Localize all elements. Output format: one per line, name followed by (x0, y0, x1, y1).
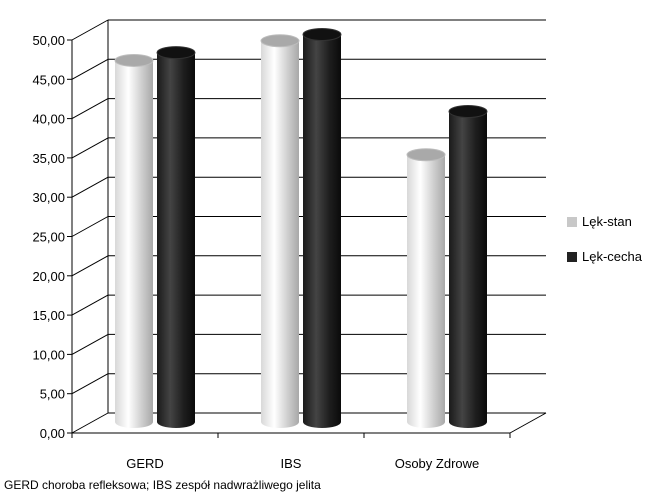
bar-lek-cecha-0 (156, 46, 196, 428)
bar-top (156, 46, 196, 60)
y-tick-label: 20,00 (32, 269, 65, 284)
bar-body (115, 60, 153, 428)
x-axis-categories: GERD IBS Osoby Zdrowe (71, 433, 511, 471)
bar-top (302, 28, 342, 42)
bar-lek-cecha-2 (448, 105, 488, 428)
bar-lek-stan-1 (260, 34, 300, 428)
gridline-diagonal (71, 58, 109, 80)
y-tick-label: 15,00 (32, 308, 65, 323)
gridline-diagonal (71, 255, 109, 277)
y-tick-label: 30,00 (32, 190, 65, 205)
bar-top (260, 34, 300, 48)
gridline-diagonal (71, 373, 109, 395)
x-category-label: IBS (281, 456, 302, 471)
y-tick-label: 0,00 (40, 426, 65, 441)
legend-label: Lęk-cecha (582, 249, 643, 264)
legend-swatch (567, 217, 577, 227)
bar-body (449, 111, 487, 428)
legend-label: Lęk-stan (582, 214, 632, 229)
bar-lek-stan-0 (114, 53, 154, 428)
bar-body (261, 40, 299, 428)
bar-lek-cecha-1 (302, 28, 342, 428)
footnote: GERD choroba refleksowa; IBS zespół nadw… (4, 478, 321, 492)
bar-body (157, 52, 195, 428)
gridline-diagonal (71, 98, 109, 120)
bar-top (448, 105, 488, 119)
bar-body (407, 154, 445, 428)
legend: Lęk-stan Lęk-cecha (567, 214, 643, 264)
gridline-diagonal (71, 176, 109, 198)
gridline-diagonal (71, 294, 109, 316)
y-tick-label: 10,00 (32, 347, 65, 362)
gridline-diagonal (71, 412, 109, 434)
legend-swatch (567, 252, 577, 262)
gridline-diagonal (71, 19, 109, 41)
bar-top (114, 53, 154, 67)
gridline-diagonal (71, 333, 109, 355)
y-tick-label: 50,00 (32, 33, 65, 48)
y-axis-ticks: 0,00 5,00 10,00 15,00 20,00 25,00 30,00 35,00 40… (32, 33, 72, 441)
gridline-diagonal (71, 137, 109, 159)
y-tick-label: 5,00 (40, 387, 65, 402)
y-tick-label: 40,00 (32, 112, 65, 127)
x-category-label: Osoby Zdrowe (395, 456, 480, 471)
bar-body (303, 34, 341, 428)
bars (114, 28, 488, 428)
gridline-diagonal (71, 216, 109, 237)
y-tick-label: 35,00 (32, 151, 65, 166)
y-tick-label: 25,00 (32, 230, 65, 245)
bar-lek-stan-2 (406, 148, 446, 428)
floor-edge (509, 412, 547, 434)
x-category-label: GERD (126, 456, 164, 471)
y-tick-label: 45,00 (32, 72, 65, 87)
bar-top (406, 148, 446, 162)
